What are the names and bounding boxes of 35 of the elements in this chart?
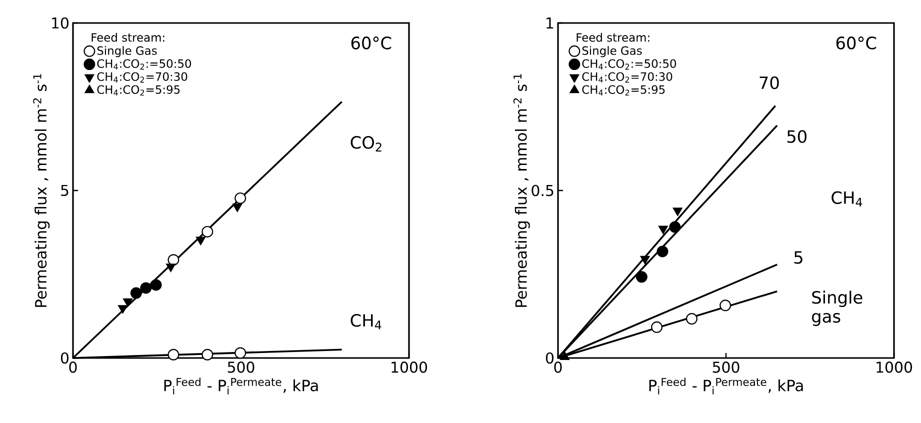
x-tick-label: 500 <box>712 362 740 373</box>
y-tick-label: 10 <box>52 17 68 29</box>
series-label: CH$_{4}$ <box>350 314 382 330</box>
annotation: 60°C <box>836 36 876 50</box>
series-label: 50 <box>787 130 807 143</box>
y-axis-title: Permeating flux , mmol m$^{-2}$ s$^{-1}$ <box>33 74 50 307</box>
legend-label: CH$_{4}$:CO$_{2}$=5:95 <box>97 85 180 96</box>
legend-label: CH$_{4}$:CO$_{2}$=5:95 <box>582 85 665 96</box>
y-tick-label: 1 <box>546 18 554 28</box>
y-tick-label: 0 <box>60 352 68 364</box>
legend-title: Feed stream: <box>576 32 650 42</box>
x-axis-title: P$_{i}$$^{Feed}$ - P$_{i}$$^{Permeate}$, kPa <box>649 378 803 394</box>
annotation: 60°C <box>351 36 392 50</box>
x-tick-label: 0 <box>554 362 562 373</box>
legend-label: CH$_{4}$:CO$_{2}$:=50:50 <box>97 59 192 70</box>
series-label: CO$_{2}$ <box>350 136 382 152</box>
x-tick-label: 1000 <box>876 362 912 373</box>
annotation: CH$_{4}$ <box>832 191 862 207</box>
y-tick-label: 0 <box>546 352 554 364</box>
legend-label: Single Gas <box>97 46 157 58</box>
x-axis-title: P$_{i}$$^{Feed}$ - P$_{i}$$^{Permeate}$, kPa <box>164 378 318 394</box>
legend-title: Feed stream: <box>92 32 164 42</box>
y-tick-label: 5 <box>61 184 68 196</box>
legend-label: Single Gas <box>582 46 642 58</box>
x-tick-label: 0 <box>69 362 77 373</box>
series-label: 5 <box>794 251 802 264</box>
legend-label: CH$_{4}$:CO$_{2}$=70:30 <box>97 72 188 83</box>
legend-label: CH$_{4}$:CO$_{2}$:=50:50 <box>582 59 676 70</box>
text: Single gas <box>812 290 862 326</box>
y-tick-label: 0.5 <box>532 184 554 196</box>
x-tick-label: 1000 <box>392 362 428 373</box>
x-tick-label: 500 <box>228 362 254 373</box>
series-label: 70 <box>760 76 779 90</box>
legend-label: CH$_{4}$:CO$_{2}$=70:30 <box>582 72 672 83</box>
y-axis-title: Permeating flux , mmol m$^{-2}$ s$^{-1}$ <box>513 74 530 307</box>
